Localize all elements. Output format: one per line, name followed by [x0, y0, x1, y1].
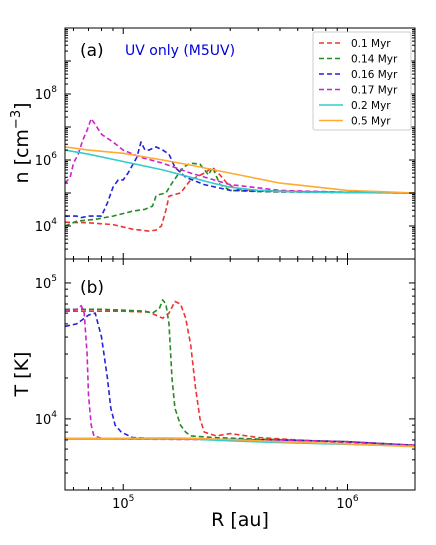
density-axis-label: n [cm−3]	[9, 102, 33, 183]
y-tick-label: 106	[35, 151, 58, 169]
radius-axis-label: R [au]	[211, 509, 269, 531]
y-tick-label: 108	[35, 85, 58, 103]
legend-label: 0.16 Myr	[351, 69, 398, 81]
y-tick-label: 105	[35, 274, 57, 292]
panel-label-b: (b)	[80, 278, 104, 298]
series-line-0-14-myr	[65, 162, 415, 227]
series-line-0-1-myr	[65, 166, 415, 232]
legend-label: 0.2 Myr	[351, 100, 391, 112]
series-line-0-14-myr	[65, 299, 415, 447]
series-line-0-16-myr	[65, 141, 415, 219]
density-panel: 104 106 108 (a) UV only (M5UV) 0.1 Myr 0.14…	[9, 27, 416, 260]
legend: 0.1 Myr 0.14 Myr 0.16 Myr 0.17 Myr 0.2 Myr 0.…	[312, 31, 412, 131]
legend-label: 0.14 Myr	[351, 54, 398, 66]
series-line-0-5-myr	[65, 437, 415, 448]
y-tick-label: 104	[35, 410, 58, 428]
series-line-0-2-myr	[65, 149, 415, 194]
temperature-axis-label: T [K]	[11, 352, 33, 398]
series-line-0-17-myr	[65, 304, 415, 447]
legend-label: 0.17 Myr	[351, 85, 398, 97]
x-tick-label: 106	[336, 494, 359, 512]
panel-label-a: (a)	[80, 41, 104, 61]
legend-label: 0.5 Myr	[351, 116, 391, 128]
series-line-0-16-myr	[65, 312, 415, 447]
x-tick-label: 105	[112, 494, 134, 512]
series-line-0-17-myr	[65, 117, 415, 194]
legend-label: 0.1 Myr	[351, 38, 391, 50]
uv-only-annotation: UV only (M5UV)	[125, 43, 235, 59]
series-line-0-5-myr	[65, 146, 415, 194]
temperature-panel: 104 105 105 106 (b) T [K] R [au]	[11, 258, 416, 531]
y-tick-label: 104	[35, 217, 58, 235]
